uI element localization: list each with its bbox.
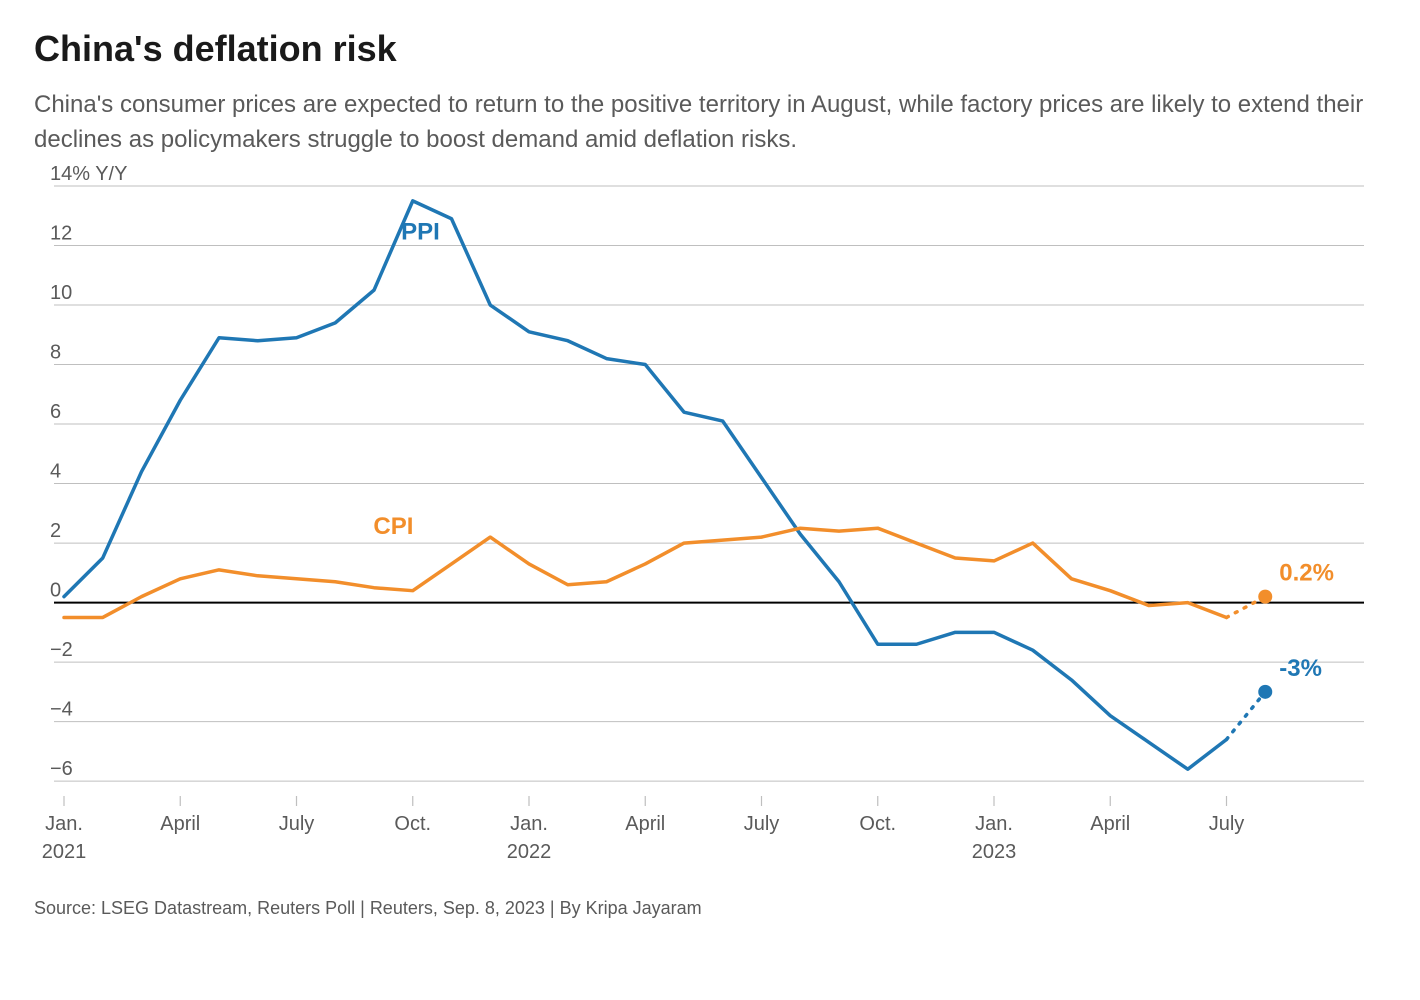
- svg-text:4: 4: [50, 460, 61, 482]
- svg-text:2: 2: [50, 520, 61, 542]
- svg-text:Oct.: Oct.: [859, 813, 896, 835]
- svg-text:2023: 2023: [972, 841, 1017, 863]
- series-line-cpi: [64, 528, 1227, 617]
- page-title: China's deflation risk: [34, 28, 1386, 70]
- svg-text:April: April: [625, 813, 665, 835]
- svg-text:−2: −2: [50, 639, 73, 661]
- chart-container: −6 −4 −2 0 2 4 6 8 10 12 14% Y/Y Jan. 2021 April July O…: [34, 166, 1394, 886]
- svg-text:Jan.: Jan.: [975, 813, 1013, 835]
- svg-text:July: July: [279, 813, 315, 835]
- series-label-cpi: CPI: [373, 513, 413, 540]
- svg-text:Jan.: Jan.: [510, 813, 548, 835]
- svg-text:2021: 2021: [42, 841, 87, 863]
- series-end-marker-ppi: [1258, 684, 1272, 698]
- series-line-ppi: [64, 200, 1227, 768]
- svg-text:2022: 2022: [507, 841, 552, 863]
- series-forecast-ppi: [1227, 691, 1266, 739]
- svg-text:Jan.: Jan.: [45, 813, 83, 835]
- series-end-label-ppi: -3%: [1279, 654, 1322, 681]
- svg-text:0: 0: [50, 579, 61, 601]
- svg-text:10: 10: [50, 282, 72, 304]
- svg-text:−4: −4: [50, 698, 73, 720]
- svg-text:8: 8: [50, 341, 61, 363]
- page-subtitle: China's consumer prices are expected to …: [34, 88, 1386, 158]
- series-label-ppi: PPI: [401, 218, 440, 245]
- series-end-marker-cpi: [1258, 589, 1272, 603]
- series-end-label-cpi: 0.2%: [1279, 559, 1334, 586]
- svg-text:6: 6: [50, 401, 61, 423]
- svg-text:July: July: [1209, 813, 1245, 835]
- svg-text:July: July: [744, 813, 780, 835]
- svg-text:12: 12: [50, 222, 72, 244]
- svg-text:−6: −6: [50, 758, 73, 780]
- source-note: Source: LSEG Datastream, Reuters Poll | …: [34, 898, 1386, 919]
- svg-text:Oct.: Oct.: [394, 813, 431, 835]
- line-chart: −6 −4 −2 0 2 4 6 8 10 12 14% Y/Y Jan. 2021 April July O…: [34, 166, 1394, 886]
- svg-text:14% Y/Y: 14% Y/Y: [50, 166, 127, 185]
- svg-text:April: April: [160, 813, 200, 835]
- svg-text:April: April: [1090, 813, 1130, 835]
